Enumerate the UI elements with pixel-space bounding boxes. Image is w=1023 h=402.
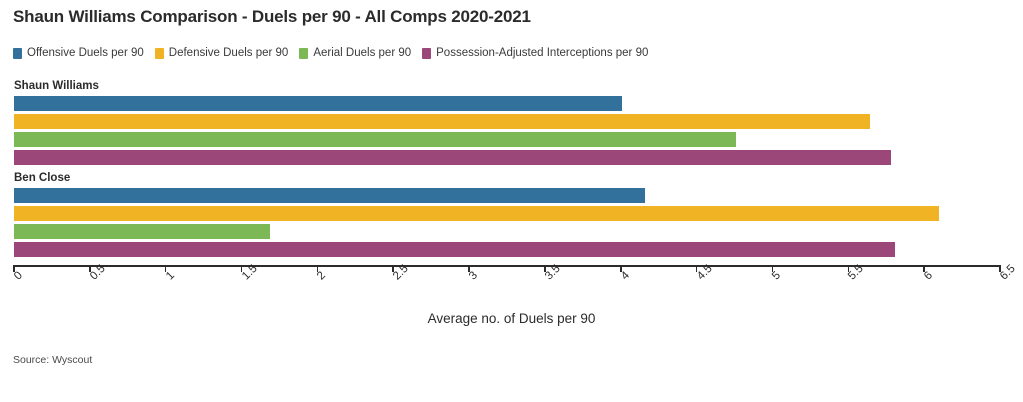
source-note: Source: Wyscout <box>13 354 93 366</box>
x-axis-tick <box>468 265 470 272</box>
x-axis-tick <box>13 265 15 272</box>
x-axis-line <box>14 265 1000 267</box>
x-axis-tick <box>695 265 698 272</box>
legend-swatch-icon <box>422 48 432 60</box>
legend-item-label: Possession-Adjusted Interceptions per 90 <box>436 47 649 59</box>
x-axis-tick <box>164 265 167 272</box>
bar <box>14 96 623 111</box>
legend-item-offensive-duels: Offensive Duels per 90 <box>13 47 144 60</box>
legend-item-aerial-duels: Aerial Duels per 90 <box>299 47 412 60</box>
bar <box>14 114 870 129</box>
x-axis-tick-label: 3 <box>467 269 481 283</box>
x-axis-tick-label: 0 <box>12 269 26 283</box>
bar <box>14 206 940 221</box>
x-axis-tick <box>620 265 622 272</box>
x-axis-tick-label: 6.5 <box>998 262 1018 283</box>
x-axis-tick <box>847 265 850 272</box>
bar <box>14 188 646 203</box>
x-axis-tick <box>89 265 91 272</box>
legend-item-label: Aerial Duels per 90 <box>313 47 412 59</box>
bar <box>14 150 891 165</box>
x-axis-tick <box>923 265 925 272</box>
chart-title: Shaun Williams Comparison - Duels per 90… <box>13 7 531 26</box>
x-axis-tick <box>771 265 774 272</box>
legend-item-possession-adjusted-interceptions: Possession-Adjusted Interceptions per 90 <box>422 47 649 60</box>
bar <box>14 224 271 239</box>
legend-item-label: Offensive Duels per 90 <box>27 47 144 59</box>
x-axis-tick <box>999 265 1001 272</box>
legend-item-label: Defensive Duels per 90 <box>168 47 289 59</box>
x-axis-tick-label: 5 <box>770 269 784 283</box>
bar <box>14 132 737 147</box>
legend-item-defensive-duels: Defensive Duels per 90 <box>154 47 289 60</box>
legend-swatch-icon <box>299 48 309 60</box>
x-axis-tick-label: 2 <box>315 269 329 283</box>
x-axis-title: Average no. of Duels per 90 <box>427 311 596 326</box>
x-axis-tick <box>392 265 394 272</box>
x-axis-tick <box>316 265 319 272</box>
x-axis-tick-label: 4 <box>618 269 632 283</box>
x-axis-tick <box>544 265 546 272</box>
bar-group-label: Shaun Williams <box>14 80 99 92</box>
legend-swatch-icon <box>13 48 22 60</box>
chart-legend: Offensive Duels per 90 Defensive Duels p… <box>13 47 649 60</box>
x-axis-tick-label: 6 <box>922 269 936 283</box>
legend-swatch-icon <box>154 48 164 60</box>
bar-group-label: Ben Close <box>14 172 71 184</box>
x-axis-tick-label: 1 <box>163 269 177 283</box>
x-axis-tick <box>240 265 243 272</box>
bar <box>14 242 896 257</box>
